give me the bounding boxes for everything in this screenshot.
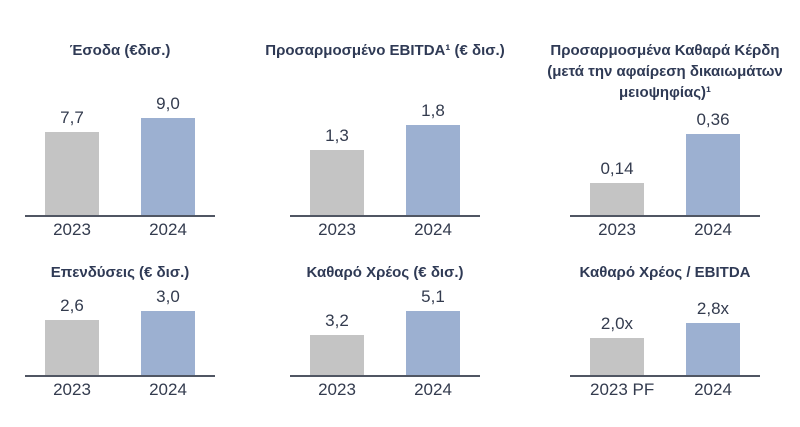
x-tick-label-2023: 2023 — [318, 220, 356, 239]
bar-group-2024: 3,0 — [141, 287, 195, 375]
bar-group-2024: 0,36 — [686, 110, 740, 215]
bar-value-label: 1,8 — [421, 101, 445, 120]
x-tick-label-2023: 2023 — [53, 380, 91, 399]
bar-value-label: 3,0 — [156, 287, 180, 306]
bar-value-label: 9,0 — [156, 94, 180, 113]
x-tick-label-2024: 2024 — [414, 220, 452, 239]
chart-title: Έσοδα (€δισ.) — [69, 42, 171, 59]
chart-title: Καθαρό Χρέος (€ δισ.) — [306, 264, 464, 281]
x-tick-label-2024: 2024 — [694, 380, 732, 399]
x-tick-label-2023-pf: 2023 PF — [590, 380, 655, 399]
bar-value-label: 1,3 — [325, 126, 349, 145]
bar-2024 — [141, 118, 195, 215]
bar-2024 — [406, 311, 460, 375]
x-tick-label-2024: 2024 — [149, 380, 187, 399]
chart-revenue: Έσοδα (€δισ.) 7,7 9,0 2023 2024 — [0, 0, 240, 240]
bar-group-2023-pf: 2,0x — [590, 314, 644, 375]
bar-area: 0,14 0,36 — [570, 110, 760, 217]
bar-group-2024: 2,8x — [686, 299, 740, 375]
x-tick-label-2023: 2023 — [318, 380, 356, 399]
bar-group-2024: 1,8 — [406, 101, 460, 215]
bar-group-2023: 7,7 — [45, 108, 99, 215]
bar-value-label: 5,1 — [421, 287, 445, 306]
chart-net-debt-to-ebitda: Καθαρό Χρέος / EBITDA 2,0x 2,8x 2023 PF 2024 — [530, 240, 800, 427]
chart-adjusted-net-profit: Προσαρμοσμένα Καθαρά Κέρδη (μετά την αφα… — [530, 0, 800, 240]
chart-title: Προσαρμοσμένο EBITDA¹ (€ δισ.) — [265, 42, 505, 59]
bar-value-label: 0,36 — [696, 110, 730, 129]
bar-area: 2,6 3,0 — [25, 287, 215, 377]
x-axis-labels: 2023 PF 2024 — [570, 380, 760, 400]
x-axis-labels: 2023 2024 — [290, 380, 480, 400]
x-tick-label-2023: 2023 — [598, 220, 636, 239]
bar-2023 — [45, 320, 99, 375]
bar-group-2023: 2,6 — [45, 296, 99, 375]
chart-title: Προσαρμοσμένα Καθαρά Κέρδη (μετά την αφα… — [547, 42, 783, 101]
bar-2023 — [590, 183, 644, 215]
bar-2023-pf — [590, 338, 644, 375]
bar-group-2023: 3,2 — [310, 311, 364, 375]
x-tick-label-2023: 2023 — [53, 220, 91, 239]
x-tick-label-2024: 2024 — [414, 380, 452, 399]
bar-2024 — [141, 311, 195, 375]
bar-area: 3,2 5,1 — [290, 287, 480, 377]
bar-2024 — [406, 125, 460, 215]
x-tick-label-2024: 2024 — [149, 220, 187, 239]
bar-area: 2,0x 2,8x — [570, 299, 760, 377]
x-axis-labels: 2023 2024 — [290, 220, 480, 240]
bar-value-label: 2,0x — [600, 314, 634, 333]
bar-group-2024: 9,0 — [141, 94, 195, 215]
bar-value-label: 2,6 — [60, 296, 84, 315]
bar-group-2023: 0,14 — [590, 159, 644, 215]
chart-title: Επενδύσεις (€ δισ.) — [50, 264, 190, 281]
x-tick-label-2024: 2024 — [694, 220, 732, 239]
chart-net-debt: Καθαρό Χρέος (€ δισ.) 3,2 5,1 2023 2024 — [240, 240, 530, 427]
bar-value-label: 3,2 — [325, 311, 349, 330]
x-axis-labels: 2023 2024 — [25, 380, 215, 400]
bar-2023 — [310, 335, 364, 375]
bar-group-2023: 1,3 — [310, 126, 364, 215]
chart-adjusted-ebitda: Προσαρμοσμένο EBITDA¹ (€ δισ.) 1,3 1,8 2023… — [240, 0, 530, 240]
chart-investments: Επενδύσεις (€ δισ.) 2,6 3,0 2023 2024 — [0, 240, 240, 427]
x-axis-labels: 2023 2024 — [570, 220, 760, 240]
bar-value-label: 2,8x — [696, 299, 730, 318]
chart-title: Καθαρό Χρέος / EBITDA — [579, 264, 751, 281]
bar-value-label: 7,7 — [60, 108, 84, 127]
bar-2024 — [686, 323, 740, 375]
bar-area: 7,7 9,0 — [25, 94, 215, 217]
bar-group-2024: 5,1 — [406, 287, 460, 375]
bar-value-label: 0,14 — [600, 159, 634, 178]
x-axis-labels: 2023 2024 — [25, 220, 215, 240]
bar-area: 1,3 1,8 — [290, 101, 480, 217]
bar-2023 — [310, 150, 364, 215]
bar-2023 — [45, 132, 99, 215]
bar-2024 — [686, 134, 740, 215]
